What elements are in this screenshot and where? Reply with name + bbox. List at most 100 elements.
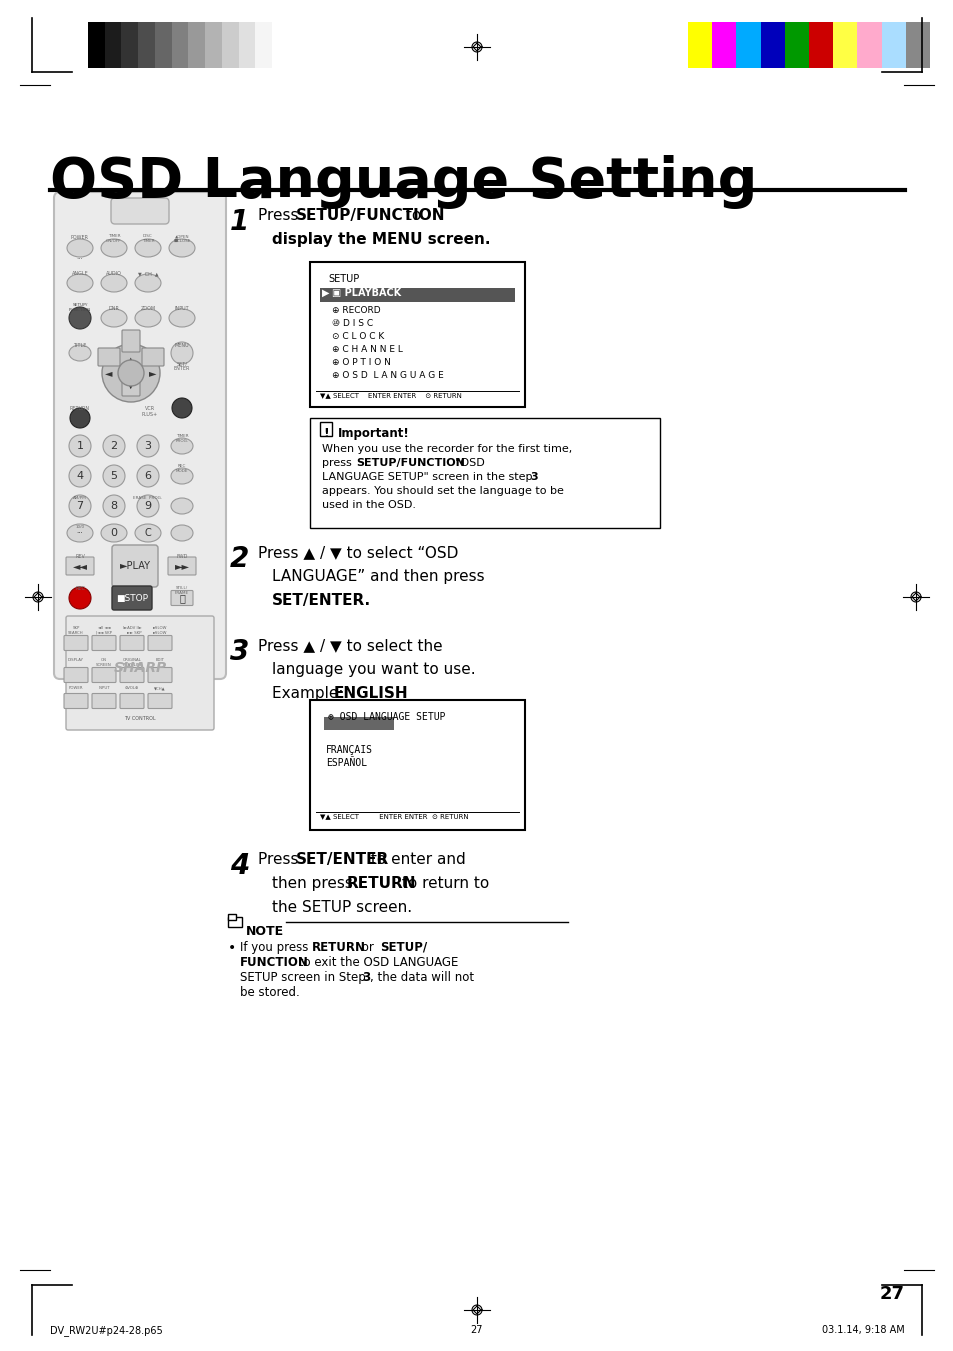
Text: VCR
PLUS+: VCR PLUS+	[142, 407, 158, 417]
Bar	[857, 22, 881, 68]
Text: ►: ►	[149, 367, 156, 378]
Text: REC: REC	[75, 586, 85, 590]
Text: •: •	[228, 942, 236, 955]
Text: ▲OPEN
■CLOSE: ▲OPEN ■CLOSE	[173, 234, 191, 243]
FancyBboxPatch shape	[122, 374, 140, 396]
Text: ►PLAY: ►PLAY	[119, 561, 151, 571]
Bar	[904, 22, 929, 68]
Bar	[105, 22, 121, 68]
Bar	[310, 417, 659, 528]
Text: FRANÇAIS: FRANÇAIS	[326, 744, 373, 755]
Bar	[319, 288, 515, 303]
Circle shape	[69, 586, 91, 609]
Circle shape	[172, 399, 192, 417]
Bar	[222, 22, 238, 68]
Text: be stored.: be stored.	[240, 986, 299, 998]
Text: ⊕ O P T I O N: ⊕ O P T I O N	[332, 358, 391, 367]
Text: 4: 4	[76, 471, 84, 481]
Text: FUNCTION: FUNCTION	[240, 957, 309, 969]
Text: 8: 8	[111, 501, 117, 511]
Text: ⊖VOL⊕: ⊖VOL⊕	[125, 686, 139, 690]
Circle shape	[137, 494, 159, 517]
Text: to exit the OSD LANGUAGE: to exit the OSD LANGUAGE	[294, 957, 457, 969]
Text: SETUP/FUNCTION: SETUP/FUNCTION	[295, 208, 445, 223]
Text: ···: ···	[76, 255, 83, 262]
Text: appears. You should set the language to be: appears. You should set the language to …	[322, 486, 563, 496]
FancyBboxPatch shape	[66, 557, 94, 576]
FancyBboxPatch shape	[112, 586, 152, 611]
Text: 7: 7	[76, 501, 84, 511]
Text: 5: 5	[111, 471, 117, 481]
Text: OSD Language Setting: OSD Language Setting	[50, 155, 757, 209]
Text: Important!: Important!	[337, 427, 410, 440]
Text: ⊕ OSD LANGUAGE SETUP: ⊕ OSD LANGUAGE SETUP	[328, 712, 445, 721]
Text: ON
SCREEN: ON SCREEN	[96, 658, 112, 666]
Text: ■STOP: ■STOP	[116, 593, 148, 603]
Text: When you use the recorder for the first time,: When you use the recorder for the first …	[322, 444, 572, 454]
Text: TITLE: TITLE	[73, 343, 87, 349]
Text: , the data will not: , the data will not	[370, 971, 474, 984]
FancyBboxPatch shape	[64, 693, 88, 708]
Text: ⊕ C H A N N E L: ⊕ C H A N N E L	[332, 345, 402, 354]
Text: 27: 27	[879, 1285, 904, 1302]
Bar	[736, 22, 760, 68]
Bar	[687, 22, 712, 68]
Text: 27: 27	[470, 1325, 483, 1335]
Ellipse shape	[102, 345, 160, 403]
Text: 2: 2	[111, 440, 117, 451]
Text: 4: 4	[230, 852, 249, 880]
Text: SET/ENTER: SET/ENTER	[295, 852, 389, 867]
Text: FWD: FWD	[176, 554, 188, 559]
Text: SETUP screen in Step: SETUP screen in Step	[240, 971, 369, 984]
Bar	[784, 22, 808, 68]
Text: language you want to use.: language you want to use.	[272, 662, 476, 677]
FancyBboxPatch shape	[66, 616, 213, 730]
Text: SETUP/: SETUP/	[379, 942, 427, 954]
Ellipse shape	[135, 274, 161, 292]
Text: AM/PM: AM/PM	[73, 496, 87, 500]
Text: If you press: If you press	[240, 942, 312, 954]
Text: DISC
TIMER: DISC TIMER	[142, 234, 154, 243]
Bar	[832, 22, 857, 68]
Ellipse shape	[101, 524, 127, 542]
Bar	[138, 22, 154, 68]
Text: DV_RW2U#p24-28.p65: DV_RW2U#p24-28.p65	[50, 1325, 163, 1336]
Text: or: or	[357, 942, 377, 954]
Text: Press: Press	[257, 852, 303, 867]
Text: used in the OSD.: used in the OSD.	[322, 500, 416, 509]
Ellipse shape	[135, 524, 161, 542]
FancyBboxPatch shape	[64, 635, 88, 650]
Text: SETUP/
FUNCTION: SETUP/ FUNCTION	[69, 303, 91, 312]
Circle shape	[137, 465, 159, 486]
FancyBboxPatch shape	[91, 667, 116, 682]
Circle shape	[69, 435, 91, 457]
Ellipse shape	[67, 239, 92, 257]
Circle shape	[70, 408, 90, 428]
Circle shape	[69, 307, 91, 330]
Text: POWER: POWER	[69, 686, 83, 690]
Ellipse shape	[67, 524, 92, 542]
Text: TV CONTROL: TV CONTROL	[124, 716, 155, 721]
Ellipse shape	[101, 239, 127, 257]
Text: 9: 9	[144, 501, 152, 511]
Bar	[172, 22, 188, 68]
Text: MENU: MENU	[174, 343, 189, 349]
Ellipse shape	[135, 309, 161, 327]
Text: ORIGINAL
PLAY LIST: ORIGINAL PLAY LIST	[123, 658, 141, 666]
Text: TIMER
ON/OFF: TIMER ON/OFF	[106, 234, 122, 243]
FancyBboxPatch shape	[142, 349, 164, 366]
Text: ⊕ O S D  L A N G U A G E: ⊕ O S D L A N G U A G E	[332, 372, 443, 380]
Text: Example:: Example:	[272, 686, 348, 701]
FancyBboxPatch shape	[120, 693, 144, 708]
Ellipse shape	[67, 274, 92, 292]
FancyBboxPatch shape	[148, 667, 172, 682]
Bar	[205, 22, 222, 68]
Text: REC
MODE: REC MODE	[175, 463, 188, 473]
Text: ►SLOW
►SLOW: ►SLOW ►SLOW	[152, 626, 167, 635]
Text: 1: 1	[76, 440, 84, 451]
Ellipse shape	[171, 438, 193, 454]
Circle shape	[103, 494, 125, 517]
Text: to return to: to return to	[396, 875, 489, 892]
Text: ZOOM: ZOOM	[140, 305, 155, 311]
Text: 3: 3	[361, 971, 370, 984]
